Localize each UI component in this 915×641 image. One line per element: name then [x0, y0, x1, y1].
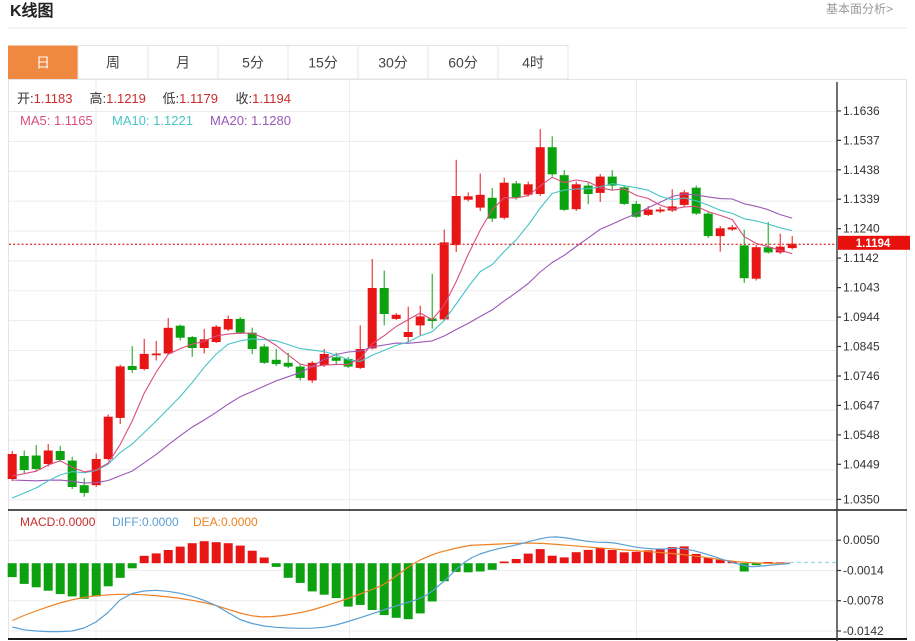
svg-text:开:1.1183: 开:1.1183: [17, 91, 72, 106]
svg-text:4时: 4时: [522, 54, 544, 70]
svg-text:1.0548: 1.0548: [843, 428, 880, 442]
svg-text:1.0944: 1.0944: [843, 310, 880, 324]
svg-text:1.1194: 1.1194: [856, 238, 891, 250]
svg-text:K线图: K线图: [10, 1, 54, 20]
svg-text:0.0050: 0.0050: [843, 533, 880, 547]
svg-text:1.1043: 1.1043: [843, 281, 880, 295]
svg-text:日: 日: [36, 54, 50, 70]
svg-text:基本面分析>: 基本面分析>: [826, 2, 893, 16]
svg-text:1.0449: 1.0449: [843, 457, 880, 471]
svg-text:周: 周: [106, 54, 120, 70]
svg-text:60分: 60分: [448, 54, 478, 70]
svg-text:高:1.1219: 高:1.1219: [90, 91, 146, 106]
svg-text:1.1339: 1.1339: [843, 192, 880, 206]
svg-text:30分: 30分: [378, 54, 408, 70]
svg-text:1.0647: 1.0647: [843, 398, 880, 412]
svg-text:MA10: 1.1221: MA10: 1.1221: [112, 113, 193, 128]
svg-text:DEA:0.0000: DEA:0.0000: [193, 515, 258, 529]
svg-text:MA20: 1.1280: MA20: 1.1280: [210, 113, 291, 128]
svg-text:DIFF:0.0000: DIFF:0.0000: [112, 515, 179, 529]
svg-text:1.0746: 1.0746: [843, 369, 880, 383]
svg-text:1.1537: 1.1537: [843, 133, 880, 147]
svg-text:1.0350: 1.0350: [843, 492, 880, 506]
svg-text:1.1636: 1.1636: [843, 104, 880, 118]
svg-text:-0.0078: -0.0078: [843, 594, 884, 608]
svg-text:1.1438: 1.1438: [843, 163, 880, 177]
svg-text:-0.0142: -0.0142: [843, 624, 884, 638]
svg-text:1.1142: 1.1142: [843, 251, 879, 265]
svg-text:收:1.1194: 收:1.1194: [236, 91, 291, 106]
svg-text:5分: 5分: [242, 54, 264, 70]
svg-text:MA5: 1.1165: MA5: 1.1165: [20, 113, 93, 128]
svg-text:-0.0014: -0.0014: [843, 564, 884, 578]
svg-text:15分: 15分: [308, 54, 338, 70]
svg-text:低:1.1179: 低:1.1179: [163, 91, 218, 106]
svg-text:月: 月: [176, 54, 190, 70]
svg-text:1.1240: 1.1240: [843, 222, 880, 236]
svg-text:MACD:0.0000: MACD:0.0000: [20, 515, 96, 529]
svg-text:1.0845: 1.0845: [843, 340, 880, 354]
